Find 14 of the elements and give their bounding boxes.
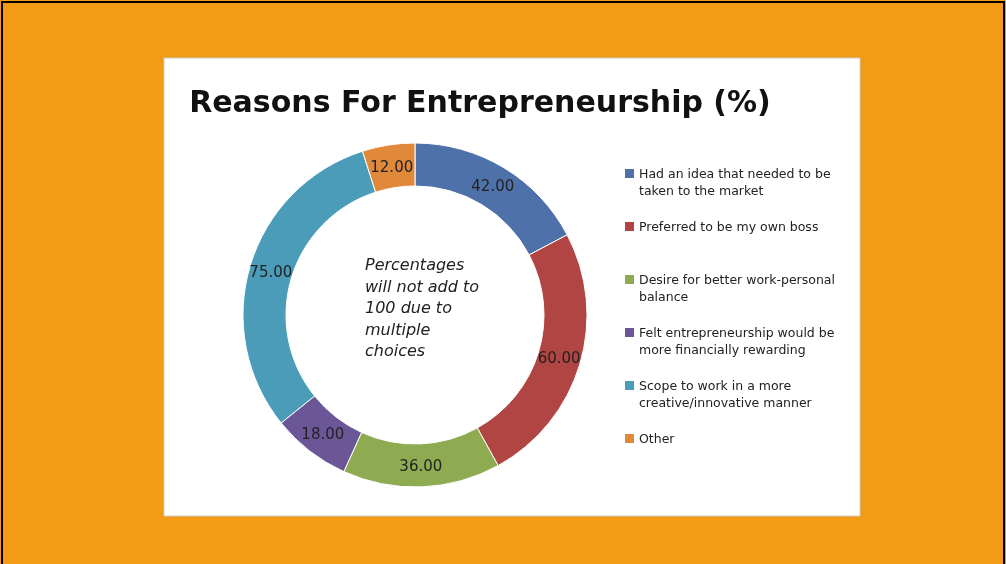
data-label: 18.00 [301, 425, 345, 444]
legend-label: Scope to work in a more creative/innovative manner [639, 378, 813, 410]
data-label: 75.00 [249, 263, 293, 282]
chart-title: Reasons For Entrepreneurship (%) [189, 84, 771, 119]
text: Percentages will not add to 100 due to multiple choices [365, 255, 480, 361]
data-label: 36.00 [399, 456, 443, 475]
legend-label: Desire for better work-personal balance [639, 272, 835, 304]
legend-label: Had an idea that needed to be taken to the market [639, 166, 831, 198]
legend-label: Other [639, 431, 676, 446]
data-label: 42.00 [471, 177, 515, 196]
legend-label: Felt entrepreneurship would be more financially rewarding [639, 325, 835, 357]
data-label: 60.00 [537, 349, 581, 368]
legend-label: Preferred to be my own boss [639, 219, 819, 234]
data-label: 12.00 [370, 157, 414, 176]
